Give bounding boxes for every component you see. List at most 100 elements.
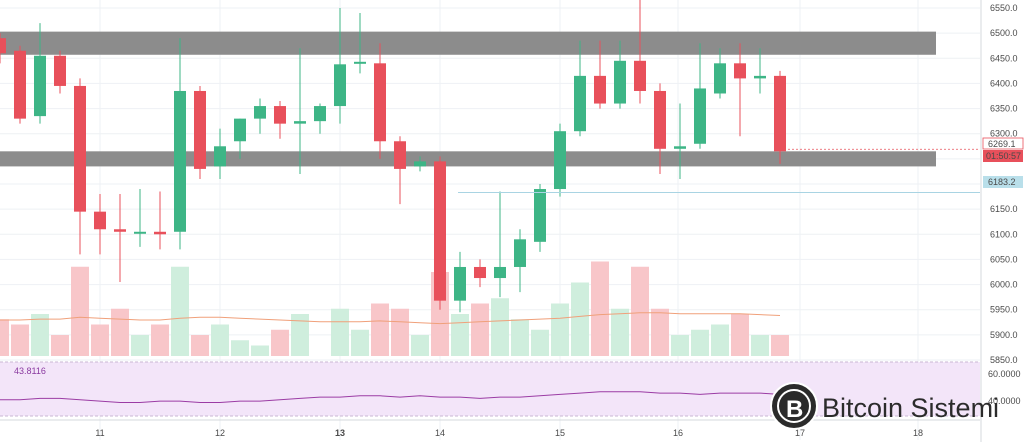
candle-body [714,63,726,94]
candle [0,33,6,64]
candle [774,70,786,164]
candle-body [634,60,646,91]
candle-body [74,85,86,212]
candle-body [214,146,226,167]
candle-body [514,239,526,267]
candle-body [434,161,446,301]
watermark-text: Bitcoin Sistemi [822,393,999,423]
rsi-labels: 43.8116 60.0000 40.0000 [14,366,1021,406]
volume-bar [511,319,529,356]
price-tick-label: 6400.0 [990,78,1018,88]
candle [334,8,346,124]
volume-bar [651,308,669,356]
candle [694,43,706,149]
price-tags: 6269.1 01:50:57 6183.2 [982,137,1024,188]
candle-body [554,131,566,190]
candle [114,194,126,283]
candle-body [594,75,606,104]
candle [154,191,166,250]
rsi-panel [0,361,980,417]
watermark: B Bitcoin Sistemi [770,382,999,430]
resistance-zone [0,31,936,55]
price-tick-label: 5850.0 [990,355,1018,365]
candle [434,156,446,310]
volume-bar [451,314,469,356]
candle [474,259,486,288]
time-tick-label: 16 [673,428,683,438]
volume-bar [191,335,209,356]
candle-body [454,266,466,301]
countdown-tag: 01:50:57 [986,151,1021,161]
candle-body [574,75,586,132]
volume-bar [151,324,169,356]
volume-bar [31,314,49,356]
volume-bars [0,261,789,356]
volume-bar [631,266,649,356]
candle [374,43,386,159]
candle-body [774,75,786,152]
volume-bar [731,314,749,356]
bitcoin-logo-glyph: B [786,396,803,423]
volume-bar [251,345,269,356]
candle-body [734,63,746,79]
candle-body [414,161,426,167]
time-tick-label: 11 [95,428,104,438]
candle [254,98,266,134]
time-tick-label: 17 [795,428,805,438]
time-tick-label: 12 [215,428,225,438]
volume-bar [111,308,129,356]
price-tick-label: 6500.0 [990,28,1018,38]
support-zone [0,151,936,167]
candle [134,189,146,247]
time-axis[interactable]: 11 12 13 14 15 16 17 18 [0,419,980,438]
candle-body [54,55,66,86]
volume-bar [91,324,109,356]
candle-body [394,141,406,169]
current-price-tag: 6269.1 [988,139,1016,149]
price-tick-label: 6450.0 [990,53,1018,63]
time-tick-label: 15 [555,428,565,438]
candle [654,83,666,174]
volume-bar [571,282,589,356]
volume-bar [491,298,509,356]
volume-bar [11,324,29,356]
candle [214,128,226,179]
candle-body [174,90,186,232]
candle-body [114,229,126,232]
candle-body [154,231,166,235]
volume-bar [331,308,349,356]
candle [14,45,26,124]
volume-bar [671,335,689,356]
volume-bar [211,324,229,356]
candle [294,48,306,174]
candle [314,103,326,134]
countdown-tag-bg [983,150,1023,162]
price-tick-label: 6300.0 [990,129,1018,139]
candle-body [694,88,706,144]
candle-body [534,189,546,242]
candle [194,85,206,179]
price-tick-label: 6150.0 [990,204,1018,214]
time-tick-label: 14 [435,428,445,438]
volume-bar [271,329,289,356]
candle-body [194,90,206,169]
volume-bar [131,335,149,356]
candle [494,191,506,298]
candle-body [0,38,6,54]
candle-body [754,75,766,79]
candle [614,40,626,109]
volume-bar [51,335,69,356]
candle [534,184,546,252]
candle [394,136,406,205]
price-tick-label: 5900.0 [990,330,1018,340]
candle [594,40,606,109]
candle-body [374,63,386,142]
volume-bar [611,308,629,356]
volume-bar [231,340,249,356]
volume-moving-average [0,312,781,325]
price-tick-label: 6050.0 [990,254,1018,264]
candle [414,156,426,172]
candle [94,194,106,255]
price-lines [458,148,980,193]
